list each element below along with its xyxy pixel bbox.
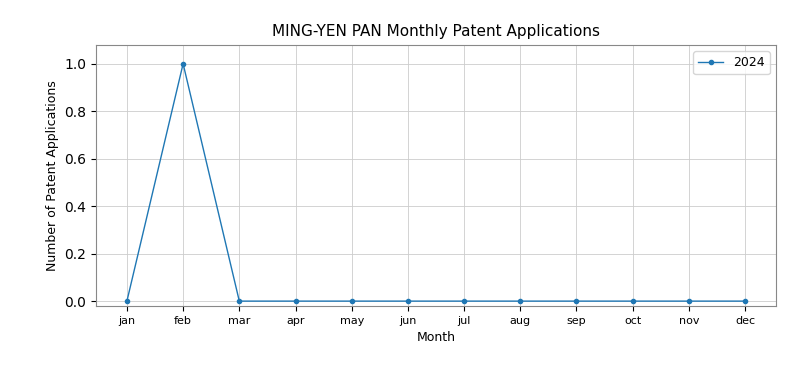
2024	[628, 299, 638, 303]
2024	[290, 299, 300, 303]
Legend: 2024: 2024	[693, 51, 770, 74]
Y-axis label: Number of Patent Applications: Number of Patent Applications	[46, 80, 58, 271]
2024	[178, 62, 188, 66]
X-axis label: Month: Month	[417, 331, 455, 344]
2024	[234, 299, 244, 303]
Title: MING-YEN PAN Monthly Patent Applications: MING-YEN PAN Monthly Patent Applications	[272, 24, 600, 40]
2024	[347, 299, 357, 303]
2024	[459, 299, 469, 303]
2024	[403, 299, 413, 303]
Line: 2024: 2024	[125, 62, 747, 303]
2024	[740, 299, 750, 303]
2024	[572, 299, 582, 303]
2024	[515, 299, 525, 303]
2024	[122, 299, 132, 303]
2024	[684, 299, 694, 303]
